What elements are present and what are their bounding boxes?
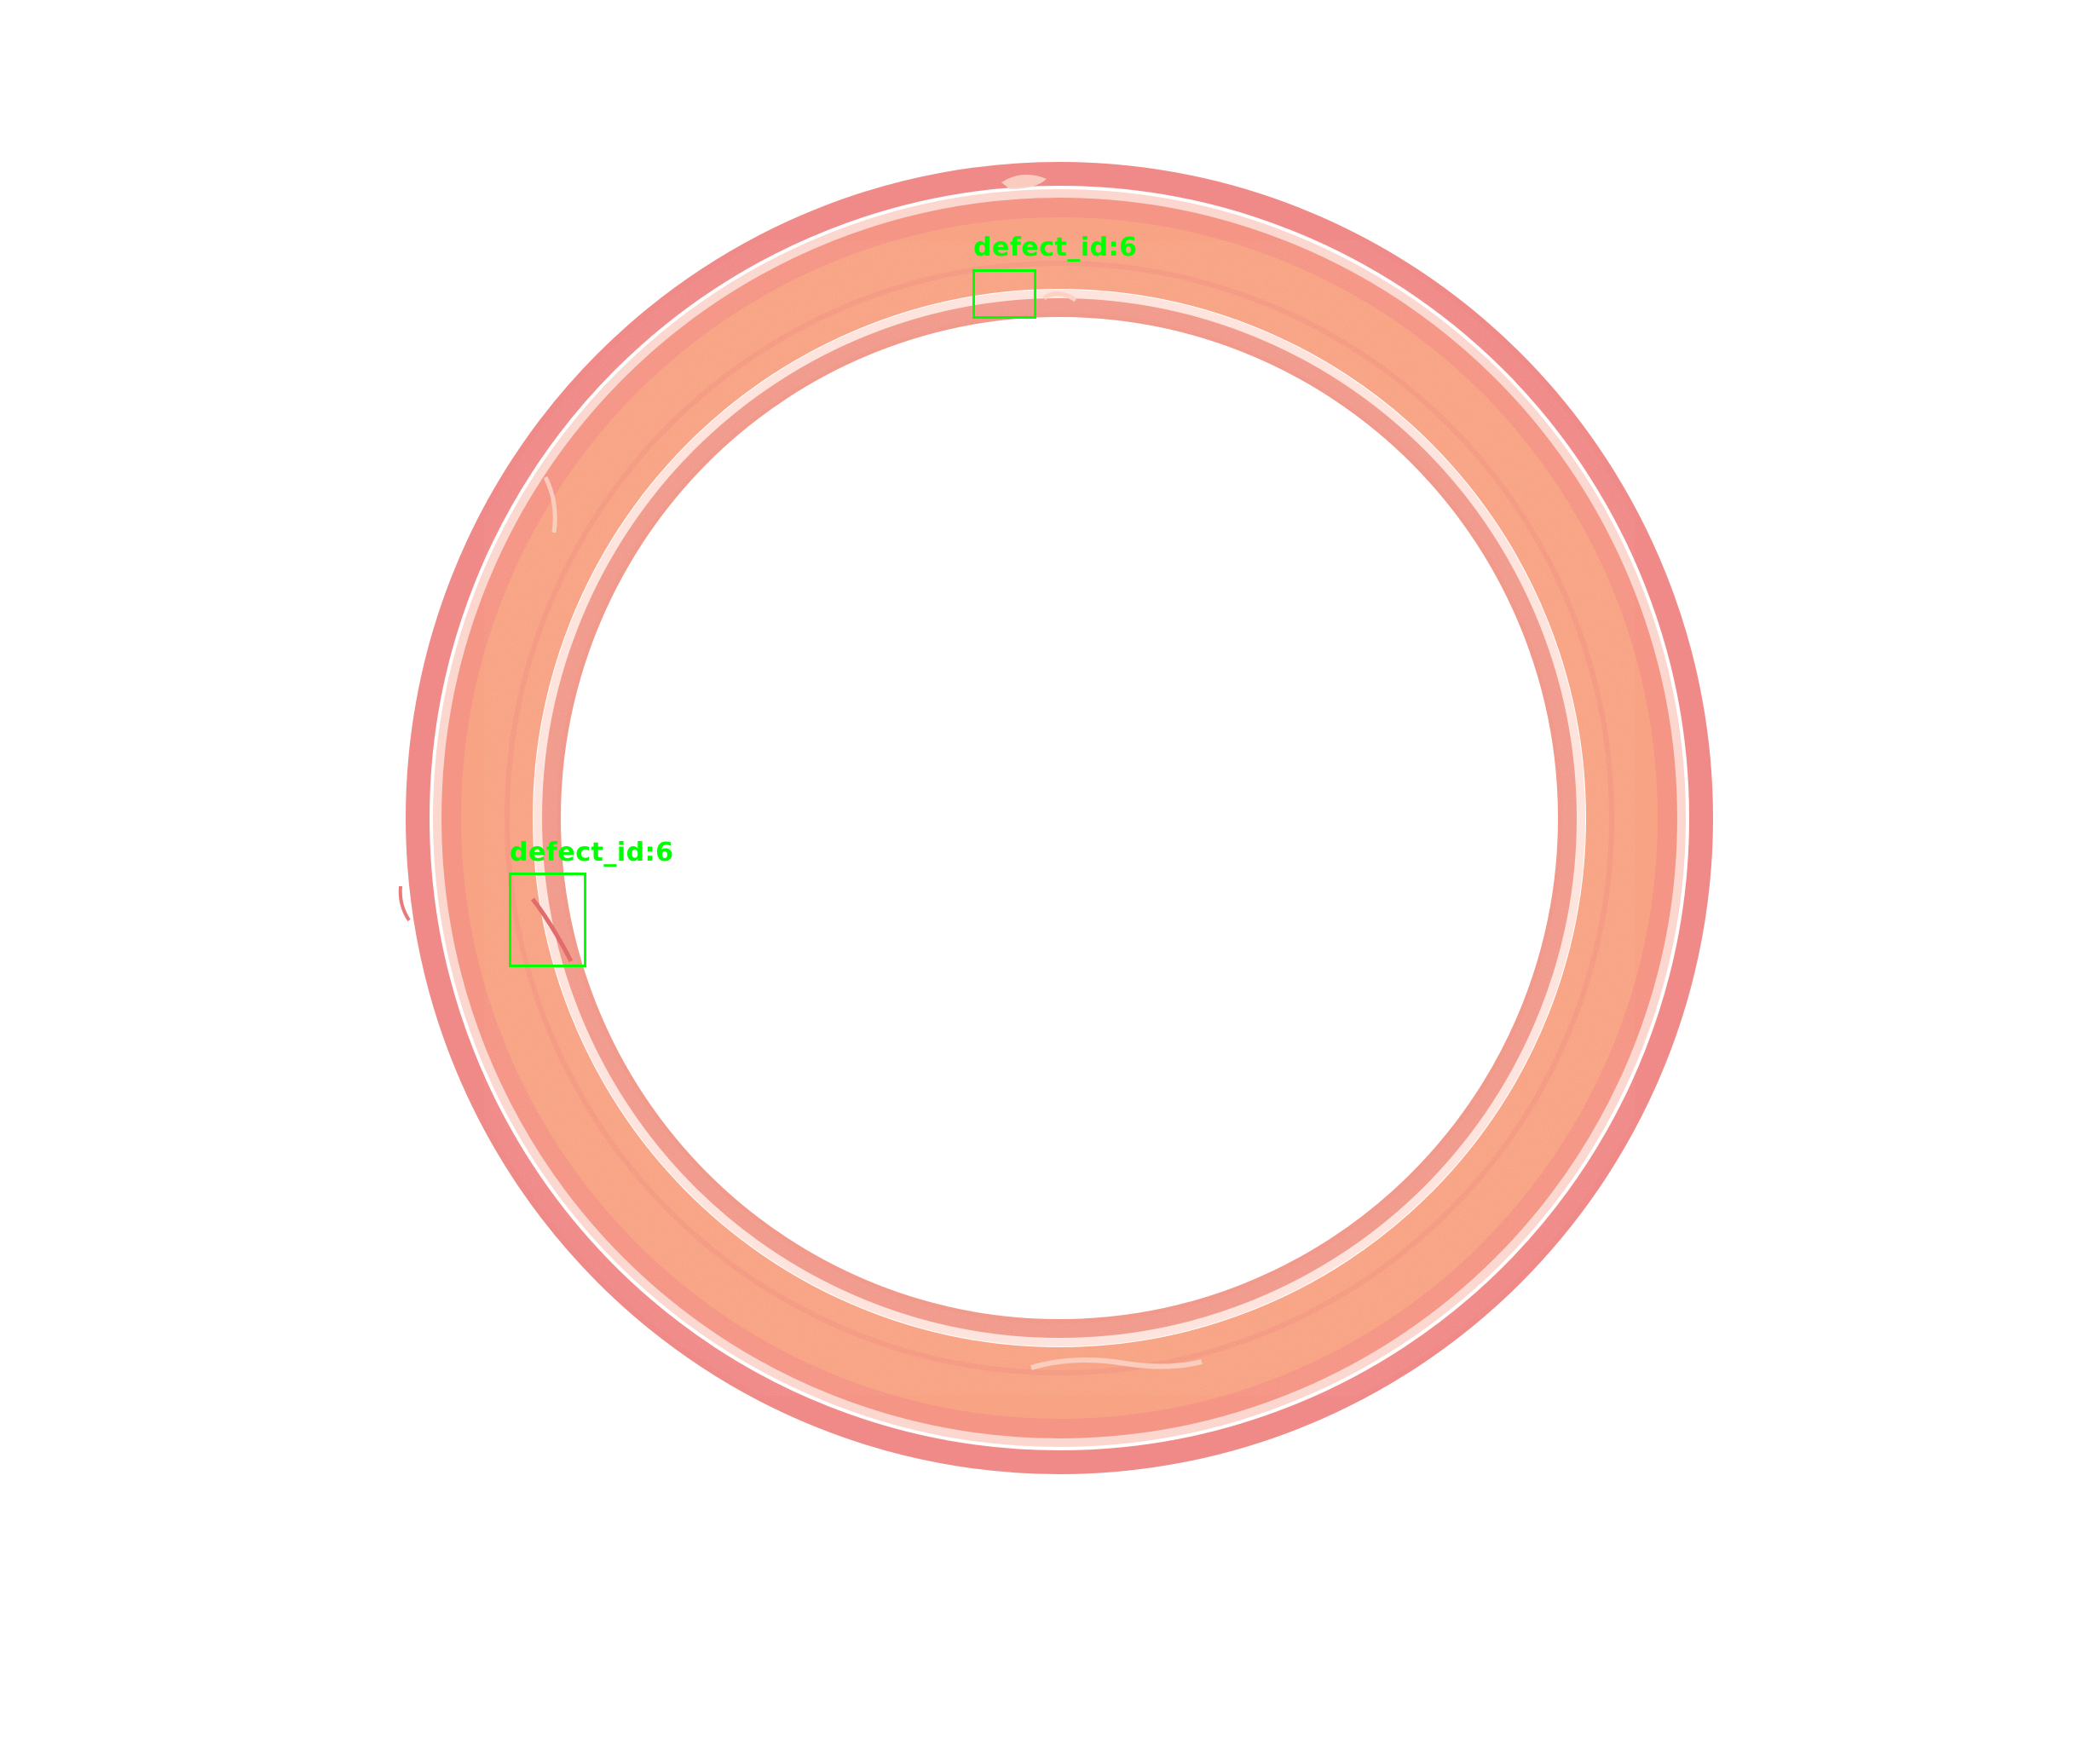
- surface-mark: [1001, 174, 1047, 189]
- defect-bounding-box: [509, 873, 586, 967]
- surface-mark: [398, 885, 411, 922]
- surface-mark: [1042, 291, 1077, 303]
- o-ring: [398, 162, 1713, 1474]
- defect-label: defect_id:6: [510, 838, 674, 867]
- defect-label: defect_id:6: [973, 233, 1138, 262]
- surface-mark: [531, 897, 574, 963]
- surface-mark: [1030, 1357, 1203, 1370]
- ring-texture: [412, 168, 1707, 1468]
- defect-bounding-box: [972, 269, 1036, 319]
- surface-mark: [543, 475, 557, 533]
